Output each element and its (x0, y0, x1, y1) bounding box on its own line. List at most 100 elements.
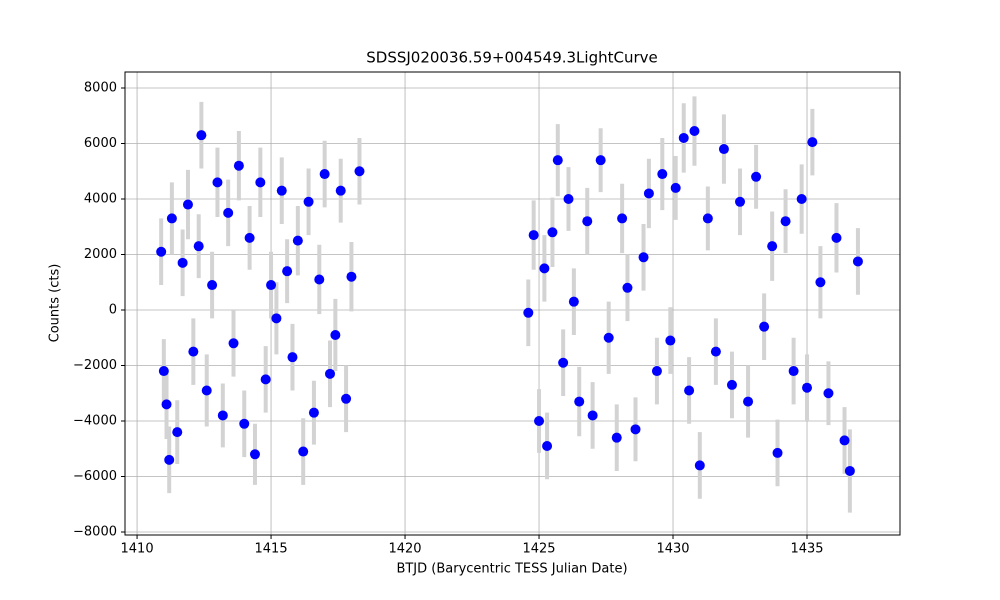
data-point (319, 169, 330, 180)
data-point (552, 155, 563, 166)
data-point (292, 235, 303, 246)
x-axis-label: BTJD (Barycentric TESS Julian Date) (396, 562, 627, 577)
data-point (303, 196, 314, 207)
data-point (212, 177, 223, 188)
data-point (282, 266, 293, 277)
data-point (574, 396, 585, 407)
data-point (177, 257, 188, 268)
x-tick-label: 1410 (121, 542, 154, 557)
data-point (665, 335, 676, 346)
data-point (330, 329, 341, 340)
data-point (568, 296, 579, 307)
data-point (743, 396, 754, 407)
x-tick-label: 1420 (388, 542, 421, 557)
data-point (780, 216, 791, 227)
data-point (193, 241, 204, 252)
data-point (684, 385, 695, 396)
data-point (188, 346, 199, 357)
data-point (207, 280, 218, 291)
data-point (852, 256, 863, 267)
chart-title: SDSSJ020036.59+004549.3LightCurve (366, 49, 657, 67)
data-point (694, 460, 705, 471)
plot-area (156, 96, 863, 513)
data-point (196, 130, 207, 141)
data-point (651, 366, 662, 377)
x-tick-label: 1435 (790, 542, 823, 557)
y-tick-label: 2000 (84, 247, 117, 262)
data-point (172, 427, 183, 438)
data-point (182, 199, 193, 210)
data-point (767, 241, 778, 252)
data-point (539, 263, 550, 274)
data-point (643, 188, 654, 199)
data-point (223, 207, 234, 218)
data-point (587, 410, 598, 421)
data-point (815, 277, 826, 288)
data-point (271, 313, 282, 324)
y-tick-label: −4000 (73, 414, 117, 429)
y-tick-label: 0 (109, 303, 117, 318)
data-point (335, 185, 346, 196)
data-point (726, 379, 737, 390)
data-point (156, 246, 167, 257)
data-point (314, 274, 325, 285)
data-point (558, 357, 569, 368)
y-tick-label: 4000 (84, 192, 117, 207)
data-point (735, 196, 746, 207)
data-point (325, 368, 336, 379)
data-point (718, 144, 729, 155)
data-point (547, 227, 558, 238)
y-tick-label: −8000 (73, 525, 117, 540)
data-point (796, 194, 807, 205)
data-point (542, 440, 553, 451)
y-tick-label: −2000 (73, 358, 117, 373)
data-point (534, 416, 545, 427)
data-point (595, 155, 606, 166)
data-point (702, 213, 713, 224)
data-point (603, 332, 614, 343)
x-tick-label: 1425 (522, 542, 555, 557)
data-point (233, 160, 244, 171)
data-point (166, 213, 177, 224)
data-point (346, 271, 357, 282)
data-point (354, 166, 365, 177)
y-tick-label: −6000 (73, 469, 117, 484)
data-point (276, 185, 287, 196)
data-point (751, 171, 762, 182)
axes-frame (124, 71, 901, 536)
data-point (630, 424, 641, 435)
y-tick-label: 8000 (84, 81, 117, 96)
data-point (298, 446, 309, 457)
data-point (244, 232, 255, 243)
data-point (670, 182, 681, 193)
data-point (528, 230, 539, 241)
data-point (217, 410, 228, 421)
data-point (689, 126, 700, 137)
data-point (164, 454, 175, 465)
data-point (201, 385, 212, 396)
y-tick-label: 6000 (84, 136, 117, 151)
data-point (255, 177, 266, 188)
y-axis-label: Counts (cts) (48, 264, 63, 343)
data-point (831, 232, 842, 243)
data-point (802, 382, 813, 393)
data-point (161, 399, 172, 410)
data-point (772, 447, 783, 458)
data-point (617, 213, 628, 224)
data-point (582, 216, 593, 227)
data-point (788, 366, 799, 377)
data-point (710, 346, 721, 357)
data-point (523, 307, 534, 318)
data-point (260, 374, 271, 385)
data-point (611, 432, 622, 443)
data-point (249, 449, 260, 460)
data-point (657, 169, 668, 180)
data-point (228, 338, 239, 349)
data-point (341, 393, 352, 404)
data-point (239, 418, 250, 429)
data-point (839, 435, 850, 446)
data-point (266, 280, 277, 291)
data-point (158, 366, 169, 377)
